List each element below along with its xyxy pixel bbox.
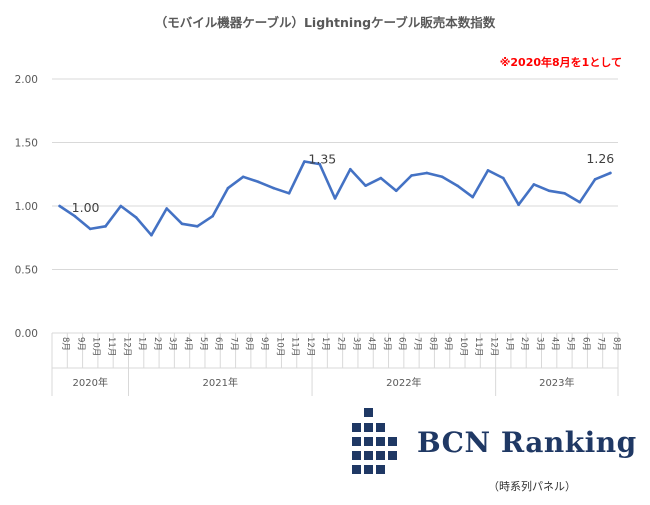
x-tick-label: 12月 [121,337,131,356]
year-label: 2023年 [539,376,574,389]
year-label: 2022年 [386,376,421,389]
x-tick-label: 4月 [366,337,376,351]
data-point [532,183,536,186]
data-labels: 1.00 1.35 1.26 [72,151,615,215]
data-point [119,204,123,208]
year-label: 2021年 [203,376,238,389]
data-point [303,160,306,163]
gridlines [52,78,618,334]
data-point [547,189,551,193]
x-tick-label: 8月 [60,337,70,351]
x-tick-label: 7月 [412,337,422,351]
data-point [180,222,184,226]
x-tick-label: 6月 [397,337,407,351]
data-point [486,169,490,172]
data-point [379,176,383,180]
x-tick-label: 2月 [519,337,529,351]
data-point [364,184,367,187]
x-tick-label: 3月 [351,337,361,351]
logo-subtext: （時系列パネル） [488,480,576,493]
x-tick-label: 10月 [91,337,101,356]
x-tick-label: 7月 [596,337,606,351]
x-tick-label: 12月 [488,337,498,356]
x-tick-label: 4月 [550,337,560,351]
data-point [456,184,459,187]
x-tick-label: 9月 [75,337,85,351]
x-tick-label: 5月 [381,337,391,351]
x-tick-label: 8月 [611,337,621,351]
x-tick-label: 10月 [458,337,468,356]
data-point [165,207,169,210]
data-point [501,176,505,180]
baseline-note: ※2020年8月を1として [499,56,622,69]
x-tick-label: 1月 [320,337,330,351]
data-point [150,233,153,237]
data-label: 1.00 [72,200,100,215]
data-point [394,189,398,193]
x-tick-label: 11月 [290,337,300,356]
x-tick-label: 5月 [565,337,575,351]
chart-title: （モバイル機器ケーブル）Lightningケーブル販売本数指数 [154,15,496,30]
x-tick-label: 1月 [504,337,514,351]
y-tick-label: 0.50 [15,265,38,277]
series-layer [58,160,612,237]
x-tick-label: 8月 [427,337,437,351]
x-tick-label: 6月 [213,337,223,351]
data-point [196,225,199,228]
x-tick-label: 6月 [580,337,590,351]
x-tick-label: 11月 [473,337,483,356]
logo-wordmark: BCN Ranking [417,426,637,459]
data-point [333,197,337,200]
data-point [593,178,597,181]
data-point [425,171,429,175]
bcn-building-icon [352,408,397,474]
data-point [73,214,77,218]
bcn-ranking-logo: BCN Ranking [349,404,636,484]
data-point [517,203,520,207]
data-point [257,180,260,184]
y-tick-label: 2.00 [15,74,38,86]
data-point [88,227,92,231]
y-tick-label: 0.00 [15,328,38,340]
x-tick-label: 9月 [443,337,453,351]
data-point [226,186,230,190]
data-point [609,171,612,175]
data-point [578,200,582,204]
x-tick-label: 9月 [259,337,269,351]
x-tick-label: 2月 [336,337,346,351]
data-point [134,216,138,219]
x-tick-label: 5月 [198,337,208,351]
x-tick-label: 7月 [228,337,238,351]
data-point [241,175,245,179]
axes: 0.00 0.50 1.00 1.50 2.00 8月 9月 10月 11月 12月 1月 2月 3月 4… [15,74,621,396]
y-tick-label: 1.50 [15,138,38,150]
data-point [563,192,566,195]
data-point [440,175,444,179]
data-point [318,162,322,166]
data-point [58,204,61,208]
x-tick-label: 2月 [152,337,162,351]
x-tick-label: 1月 [137,337,147,351]
data-point [287,192,291,195]
data-point [211,214,214,218]
x-tick-label: 12月 [305,337,315,356]
y-tick-label: 1.00 [15,201,38,213]
data-point [348,167,352,171]
x-tick-label: 3月 [534,337,544,351]
data-point [272,186,276,190]
x-tick-label: 3月 [167,337,177,351]
x-tick-label: 8月 [244,337,254,351]
year-label: 2020年 [73,376,108,389]
data-label: 1.35 [308,152,336,167]
x-tick-label: 10月 [274,337,284,356]
data-point [104,225,107,228]
data-point [410,174,413,177]
x-tick-label: 11月 [106,337,116,356]
data-label: 1.26 [586,151,614,166]
x-tick-label: 4月 [183,337,193,351]
data-point [471,195,474,199]
